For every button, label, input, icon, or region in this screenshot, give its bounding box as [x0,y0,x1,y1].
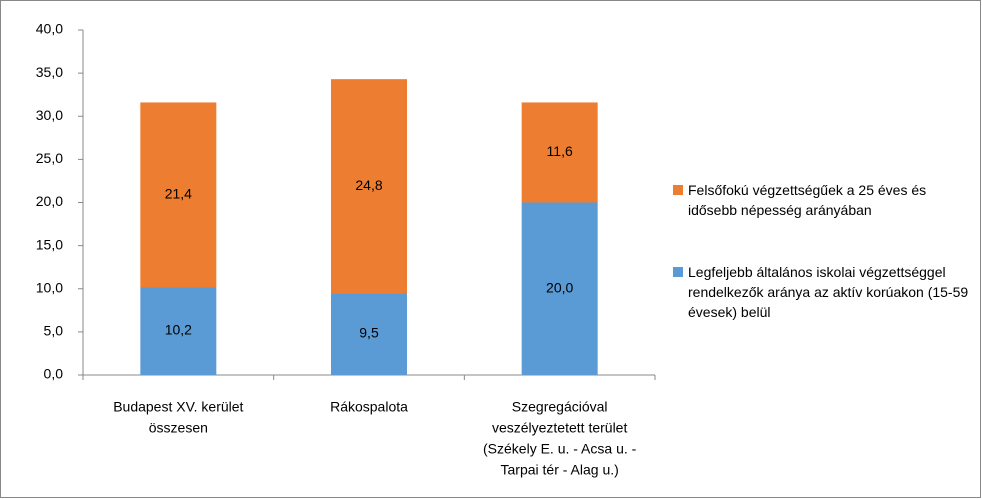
bar-segment [140,287,217,375]
x-tick-label: (Székely E. u. - Acsa u. - [483,441,637,457]
y-tick-label: 5,0 [44,323,64,339]
value-label: 24,8 [355,177,382,193]
value-label: 20,0 [546,279,573,295]
y-tick-label: 25,0 [36,150,63,166]
value-label: 10,2 [165,322,192,338]
value-label: 9,5 [359,325,379,341]
y-tick-label: 35,0 [36,64,63,80]
legend-label: Felsőfokú végzettségűek a 25 éves és idő… [688,182,927,218]
y-tick-label: 15,0 [36,236,63,252]
y-tick-label: 20,0 [36,193,63,209]
y-tick-label: 10,0 [36,279,63,295]
bar-segment [331,79,407,294]
y-tick-label: 0,0 [44,366,64,382]
x-tick-label: összesen [149,420,208,436]
value-label: 21,4 [165,185,192,201]
x-tick-label: Szegregációval [512,399,608,415]
y-tick-label: 30,0 [36,107,63,123]
y-tick-label: 40,0 [36,21,63,37]
bar-segment [331,293,407,375]
x-tick-label: Budapest XV. kerület [113,399,243,415]
value-label: 11,6 [547,143,573,159]
legend-swatch [673,185,683,195]
legend-label: Legfeljebb általános iskolai végzettségg… [688,264,969,320]
bar-segment [521,202,598,375]
x-tick-label: Tarpai tér - Alag u.) [501,462,619,478]
bar-segment [140,102,217,288]
bar-segment [521,102,598,203]
legend-swatch [673,267,683,277]
x-tick-label: veszélyeztetett terület [492,420,628,436]
x-tick-label: Rákospalota [330,399,408,415]
